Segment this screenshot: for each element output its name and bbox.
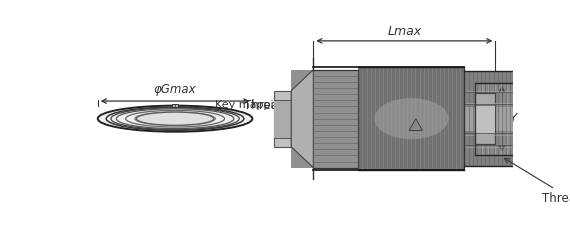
Text: φGmax: φGmax xyxy=(154,83,197,96)
Text: Lmax: Lmax xyxy=(387,25,421,38)
Bar xyxy=(475,105,495,133)
Text: Thread  V: Thread V xyxy=(504,158,570,205)
Text: Y: Y xyxy=(509,112,516,125)
Bar xyxy=(475,83,539,154)
Bar xyxy=(291,70,359,168)
Bar xyxy=(465,107,539,131)
Text: Key mapping: Key mapping xyxy=(180,100,288,110)
Polygon shape xyxy=(291,70,314,168)
Bar xyxy=(275,91,291,147)
Bar xyxy=(172,104,178,106)
Bar xyxy=(275,100,291,138)
Bar xyxy=(465,71,539,166)
Text: Thread  A: Thread A xyxy=(243,92,312,112)
Polygon shape xyxy=(409,119,422,130)
Bar xyxy=(359,67,465,170)
Ellipse shape xyxy=(374,98,449,139)
Ellipse shape xyxy=(136,112,214,125)
Ellipse shape xyxy=(98,106,253,132)
Bar xyxy=(475,93,495,144)
